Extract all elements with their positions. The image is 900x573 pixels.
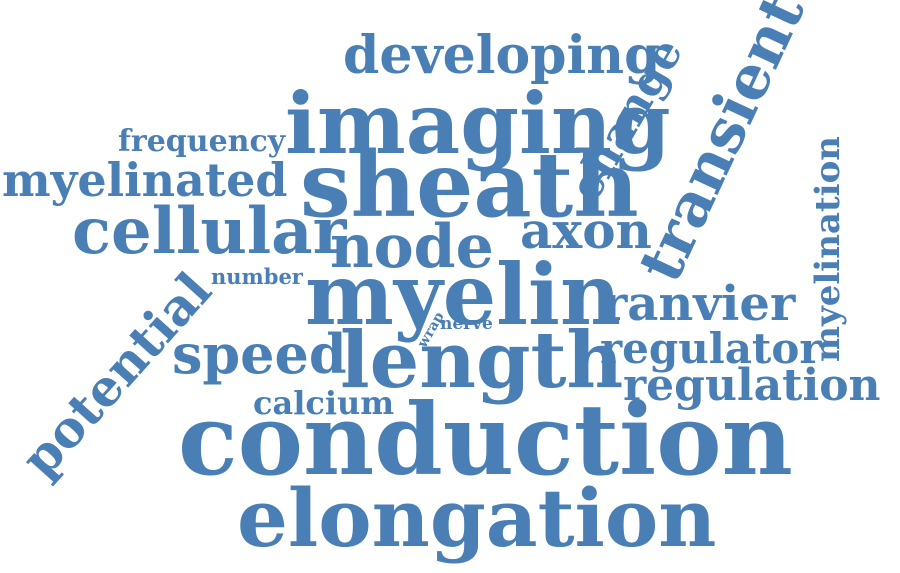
word-calcium: calcium — [253, 384, 395, 422]
word-axon: axon — [520, 201, 652, 260]
word-developing: developing — [343, 25, 661, 86]
word-length: length — [340, 315, 624, 406]
word-cellular: cellular — [72, 194, 347, 269]
word-ranvier: ranvier — [602, 276, 796, 332]
word-regulation: regulation — [623, 360, 881, 411]
word-myelin: myelin — [305, 245, 622, 344]
word-node: node — [330, 212, 494, 282]
word-speed: speed — [172, 322, 347, 386]
word-regulator: regulator — [600, 324, 822, 373]
word-sheath: sheath — [300, 132, 639, 238]
word-imaging: imaging — [285, 74, 671, 173]
word-nerve: nerve — [440, 314, 493, 334]
word-conduction: conduction — [178, 383, 793, 498]
word-elongation: elongation — [237, 471, 717, 565]
word-frequency: frequency — [118, 124, 286, 159]
word-myelinated: myelinated — [2, 153, 288, 207]
word-myelination: myelination — [807, 136, 848, 362]
word-number: number — [211, 264, 303, 289]
